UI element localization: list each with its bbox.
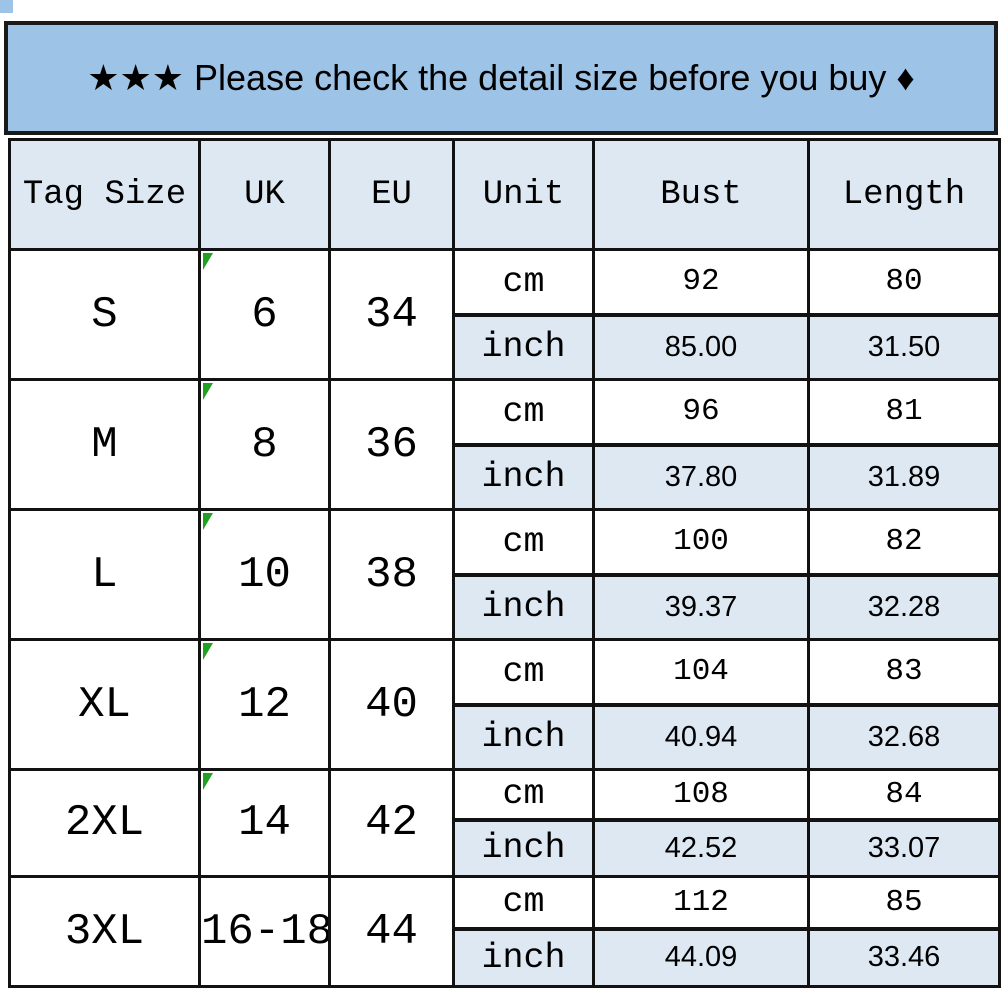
length-inch-value: 31.89 <box>807 443 1001 511</box>
size-block-s: S 6 34 cm 92 80 inch 85.00 31.50 <box>8 248 1001 381</box>
unit-inch-label: inch <box>452 443 595 511</box>
bust-inch-value: 39.37 <box>592 573 810 641</box>
bust-inch-value: 44.09 <box>592 927 810 988</box>
length-cm-value: 81 <box>807 378 1001 447</box>
uk-cell: 16-18 <box>198 875 331 988</box>
unit-inch-label: inch <box>452 818 595 878</box>
length-inch-value: 33.07 <box>807 818 1001 878</box>
uk-value: 12 <box>238 679 291 730</box>
size-block-xl: XL 12 40 cm 104 83 inch 40.94 32.68 <box>8 638 1001 771</box>
banner: ★★★ Please check the detail size before … <box>4 21 998 135</box>
size-block-3xl: 3XL 16-18 44 cm 112 85 inch 44.09 33.46 <box>8 875 1001 988</box>
eu-cell: 34 <box>328 248 455 381</box>
length-inch-value: 33.46 <box>807 927 1001 988</box>
unit-cm-label: cm <box>452 638 595 707</box>
length-inch-value: 32.68 <box>807 703 1001 771</box>
uk-value: 6 <box>251 289 278 340</box>
unit-inch-label: inch <box>452 703 595 771</box>
size-cell: M <box>8 378 201 511</box>
uk-value: 10 <box>238 549 291 600</box>
size-block-2xl: 2XL 14 42 cm 108 84 inch 42.52 33.07 <box>8 768 1001 878</box>
col-header-eu: EU <box>328 138 455 251</box>
eu-cell: 40 <box>328 638 455 771</box>
uk-value: 14 <box>238 798 291 848</box>
col-header-unit: Unit <box>452 138 595 251</box>
size-block-l: L 10 38 cm 100 82 inch 39.37 32.28 <box>8 508 1001 641</box>
length-inch-value: 32.28 <box>807 573 1001 641</box>
unit-cm-label: cm <box>452 248 595 317</box>
bust-inch-value: 40.94 <box>592 703 810 771</box>
uk-cell: 6 <box>198 248 331 381</box>
eu-cell: 44 <box>328 875 455 988</box>
uk-cell: 10 <box>198 508 331 641</box>
unit-inch-label: inch <box>452 573 595 641</box>
bust-cm-value: 104 <box>592 638 810 707</box>
size-cell: L <box>8 508 201 641</box>
size-table: Tag Size UK EU Unit Bust Length S 6 34 c… <box>8 138 1001 988</box>
excel-flag-icon <box>203 773 213 790</box>
table-header-row: Tag Size UK EU Unit Bust Length <box>8 138 1001 251</box>
bust-cm-value: 100 <box>592 508 810 577</box>
uk-value: 8 <box>251 419 278 470</box>
col-header-uk: UK <box>198 138 331 251</box>
eu-cell: 38 <box>328 508 455 641</box>
eu-cell: 36 <box>328 378 455 511</box>
unit-cm-label: cm <box>452 508 595 577</box>
uk-cell: 12 <box>198 638 331 771</box>
unit-inch-label: inch <box>452 927 595 988</box>
bust-cm-value: 96 <box>592 378 810 447</box>
uk-value: 16-18 <box>201 906 330 957</box>
size-block-m: M 8 36 cm 96 81 inch 37.80 31.89 <box>8 378 1001 511</box>
col-header-tag-size: Tag Size <box>8 138 201 251</box>
bust-cm-value: 112 <box>592 875 810 931</box>
uk-cell: 14 <box>198 768 331 878</box>
bust-cm-value: 108 <box>592 768 810 822</box>
excel-flag-icon <box>203 383 213 400</box>
length-cm-value: 84 <box>807 768 1001 822</box>
length-cm-value: 85 <box>807 875 1001 931</box>
col-header-bust: Bust <box>592 138 810 251</box>
uk-cell: 8 <box>198 378 331 511</box>
unit-cm-label: cm <box>452 378 595 447</box>
size-cell: 3XL <box>8 875 201 988</box>
excel-flag-icon <box>203 513 213 530</box>
bust-cm-value: 92 <box>592 248 810 317</box>
unit-cm-label: cm <box>452 768 595 822</box>
unit-inch-label: inch <box>452 313 595 381</box>
length-cm-value: 80 <box>807 248 1001 317</box>
bust-inch-value: 85.00 <box>592 313 810 381</box>
corner-artifact <box>0 0 13 13</box>
bust-inch-value: 42.52 <box>592 818 810 878</box>
eu-cell: 42 <box>328 768 455 878</box>
length-inch-value: 31.50 <box>807 313 1001 381</box>
size-cell: S <box>8 248 201 381</box>
length-cm-value: 83 <box>807 638 1001 707</box>
size-cell: 2XL <box>8 768 201 878</box>
excel-flag-icon <box>203 643 213 660</box>
excel-flag-icon <box>203 253 213 270</box>
bust-inch-value: 37.80 <box>592 443 810 511</box>
unit-cm-label: cm <box>452 875 595 931</box>
size-cell: XL <box>8 638 201 771</box>
col-header-length: Length <box>807 138 1001 251</box>
length-cm-value: 82 <box>807 508 1001 577</box>
banner-text: ★★★ Please check the detail size before … <box>87 57 915 98</box>
